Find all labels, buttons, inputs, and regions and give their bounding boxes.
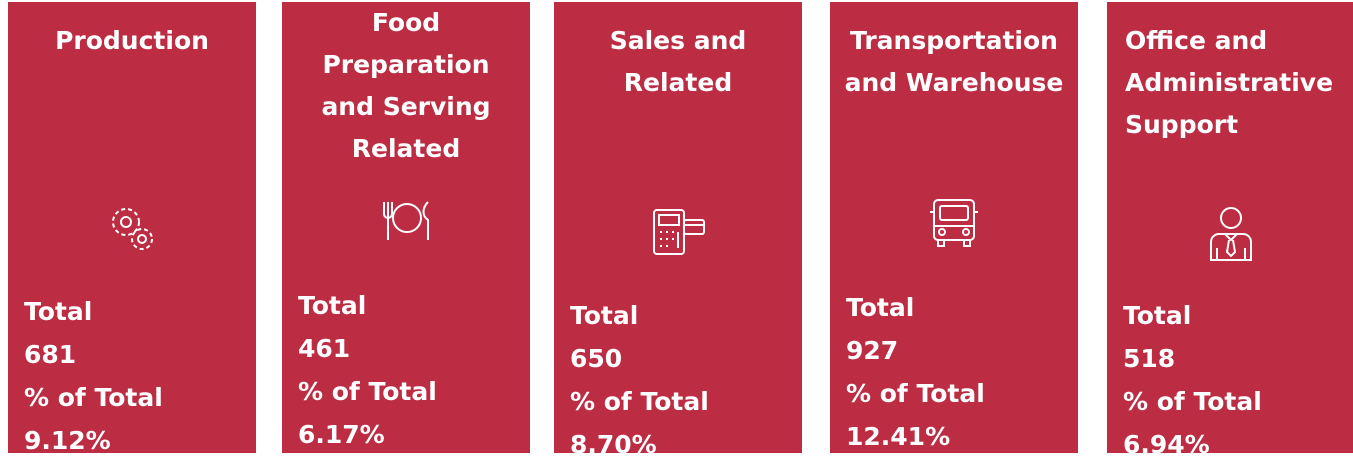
card-stats: Total 927 % of Total 12.41% — [846, 286, 985, 458]
total-label: Total — [1123, 301, 1192, 330]
truck-icon — [930, 199, 978, 247]
card-stats: Total 461 % of Total 6.17% — [298, 284, 437, 456]
total-value: 927 — [846, 336, 899, 365]
card: Food Preparation and Serving Related Tot… — [282, 2, 530, 453]
total-value: 650 — [570, 344, 623, 373]
card-title: Sales and Related — [609, 26, 747, 97]
card-title: Office and Administrative Support — [1125, 26, 1334, 139]
gears-icon — [112, 208, 153, 250]
total-label: Total — [846, 293, 915, 322]
share-label: % of Total — [24, 383, 163, 412]
total-label: Total — [570, 301, 639, 330]
card-stats: Total 518 % of Total 6.94% — [1123, 294, 1262, 466]
total-label: Total — [24, 297, 93, 326]
page: Production Total 681 % of Total 9.12% Fo… — [8, 2, 1353, 459]
share-value: 9.12% — [24, 426, 111, 455]
share-label: % of Total — [570, 387, 709, 416]
person-icon — [1210, 207, 1252, 261]
card-title: Production — [55, 26, 209, 55]
total-label: Total — [298, 291, 367, 320]
share-value: 8.70% — [570, 430, 657, 459]
share-label: % of Total — [1123, 387, 1262, 416]
share-label: % of Total — [298, 377, 437, 406]
card-title: Transportation and Warehouse — [844, 26, 1064, 97]
total-value: 681 — [24, 340, 77, 369]
share-value: 6.17% — [298, 420, 385, 449]
card: Production Total 681 % of Total 9.12% — [8, 2, 256, 455]
total-value: 518 — [1123, 344, 1176, 373]
total-value: 461 — [298, 334, 351, 363]
payment-terminal-icon — [653, 209, 705, 255]
card: Office and Administrative Support Total … — [1107, 2, 1353, 459]
card-stats: Total 681 % of Total 9.12% — [24, 290, 163, 462]
share-value: 6.94% — [1123, 430, 1210, 459]
share-value: 12.41% — [846, 422, 951, 451]
card: Transportation and Warehouse Total 927 %… — [830, 2, 1078, 453]
card: Sales and Related Total 650 % of Total 8… — [554, 2, 802, 459]
share-label: % of Total — [846, 379, 985, 408]
plate-icon — [383, 201, 429, 240]
card-title: Food Preparation and Serving Related — [321, 8, 491, 163]
card-stats: Total 650 % of Total 8.70% — [570, 294, 709, 466]
